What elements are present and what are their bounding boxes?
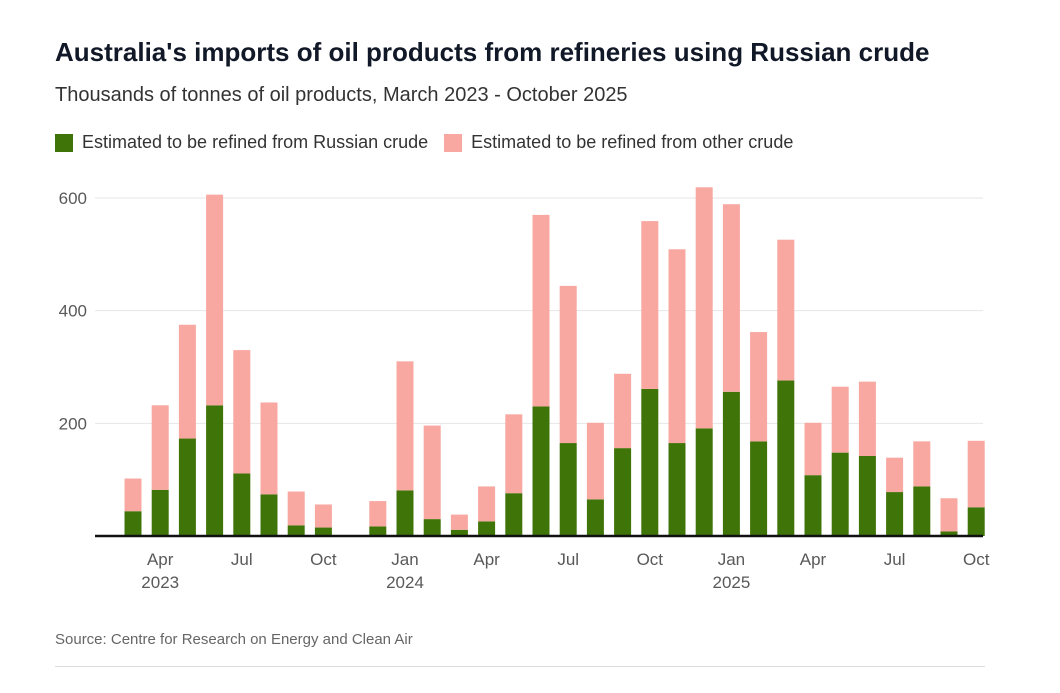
bar-other-2023-06 xyxy=(206,194,224,406)
stacked-bar-chart: 200 400 600 Apr 2023 Jul Oct Jan 2024 Apr Jul Oct Ja… xyxy=(59,187,990,592)
bar-other-2025-02 xyxy=(750,332,768,442)
bar-other-2023-09 xyxy=(287,491,305,526)
bar-russian-2023-06 xyxy=(206,405,224,536)
x-tick-label-month: Jan xyxy=(391,550,418,569)
x-tick-label-month: Jul xyxy=(884,550,906,569)
x-tick-label-month: Apr xyxy=(473,550,500,569)
x-tick-label-month: Jul xyxy=(557,550,579,569)
bar-russian-2025-04 xyxy=(804,475,822,536)
bar-other-2023-07 xyxy=(233,350,251,474)
x-tick-label-month: Oct xyxy=(637,550,664,569)
bar-other-2024-10 xyxy=(641,221,659,389)
bar-other-2025-04 xyxy=(804,422,822,476)
bar-russian-2025-08 xyxy=(913,486,931,536)
bar-other-2023-10 xyxy=(314,504,332,528)
bar-russian-2024-06 xyxy=(532,406,550,536)
bar-other-2024-06 xyxy=(532,214,550,407)
chart-title: Australia's imports of oil products from… xyxy=(55,37,930,67)
bar-other-2024-11 xyxy=(668,249,686,444)
x-tick-label-month: Oct xyxy=(963,550,990,569)
bar-russian-2024-02 xyxy=(423,519,441,536)
legend-item-russian: Estimated to be refined from Russian cru… xyxy=(55,132,428,153)
bar-other-2024-09 xyxy=(614,373,632,449)
bar-russian-2024-08 xyxy=(586,499,604,536)
bar-russian-2024-12 xyxy=(695,428,713,536)
bar-russian-2024-09 xyxy=(614,448,632,536)
bar-other-2025-03 xyxy=(777,239,795,381)
bar-russian-2024-05 xyxy=(505,493,523,536)
legend-swatch-russian xyxy=(55,133,73,152)
x-tick-label-year: 2024 xyxy=(386,573,424,592)
bar-other-2025-09 xyxy=(940,498,958,532)
bar-russian-2023-08 xyxy=(260,494,278,536)
bar-russian-2025-06 xyxy=(858,456,876,536)
bar-other-2024-08 xyxy=(586,422,604,500)
source-note: Source: Centre for Research on Energy an… xyxy=(55,631,413,648)
bar-other-2023-05 xyxy=(178,324,196,439)
bar-other-2024-12 xyxy=(695,187,713,429)
legend-label-other: Estimated to be refined from other crude xyxy=(471,132,794,152)
bar-russian-2023-03 xyxy=(124,511,142,536)
x-tick-label-month: Apr xyxy=(800,550,827,569)
bar-other-2025-07 xyxy=(886,457,904,493)
bar-other-2023-04 xyxy=(151,405,169,490)
bar-other-2023-03 xyxy=(124,478,142,512)
legend: Estimated to be refined from Russian cru… xyxy=(55,132,809,153)
bar-other-2024-01 xyxy=(396,361,414,491)
legend-swatch-other xyxy=(444,133,463,152)
bar-other-2023-12 xyxy=(369,501,387,527)
bar-other-2025-01 xyxy=(722,204,740,392)
x-tick-label-month: Oct xyxy=(310,550,337,569)
bar-other-2025-06 xyxy=(858,381,876,457)
bar-russian-2023-04 xyxy=(151,489,169,536)
y-tick-label: 200 xyxy=(59,414,87,433)
x-tick-label-year: 2023 xyxy=(141,573,179,592)
bar-other-2023-08 xyxy=(260,402,278,495)
bar-russian-2023-07 xyxy=(233,473,251,536)
bar-other-2025-10 xyxy=(967,440,985,508)
bar-russian-2025-10 xyxy=(967,507,985,536)
bar-russian-2024-07 xyxy=(559,443,577,536)
y-tick-label: 400 xyxy=(59,302,87,321)
bar-russian-2025-09 xyxy=(940,531,958,536)
x-tick-label-month: Apr xyxy=(147,550,174,569)
bar-russian-2023-10 xyxy=(314,527,332,536)
bar-russian-2024-04 xyxy=(478,521,496,536)
bar-other-2025-08 xyxy=(913,441,931,487)
bar-russian-2025-07 xyxy=(886,492,904,536)
bottom-divider xyxy=(55,666,985,667)
bar-other-2025-05 xyxy=(831,386,849,453)
bar-russian-2023-09 xyxy=(287,525,305,536)
bar-russian-2023-12 xyxy=(369,526,387,536)
bar-russian-2024-01 xyxy=(396,490,414,536)
bar-russian-2025-01 xyxy=(722,391,740,536)
legend-item-other: Estimated to be refined from other crude xyxy=(444,132,793,153)
bar-other-2024-04 xyxy=(478,486,496,522)
x-tick-label-year: 2025 xyxy=(712,573,750,592)
chart-subtitle: Thousands of tonnes of oil products, Mar… xyxy=(55,84,628,106)
x-tick-label-month: Jan xyxy=(718,550,745,569)
y-tick-label: 600 xyxy=(59,189,87,208)
bar-russian-2025-05 xyxy=(831,452,849,536)
bar-russian-2025-03 xyxy=(777,380,795,536)
x-tick-label-month: Jul xyxy=(231,550,253,569)
legend-label-russian: Estimated to be refined from Russian cru… xyxy=(82,132,429,152)
bar-russian-2024-11 xyxy=(668,443,686,536)
bar-other-2024-07 xyxy=(559,285,577,444)
bar-other-2024-05 xyxy=(505,414,523,494)
bar-russian-2023-05 xyxy=(178,438,196,536)
bar-other-2024-03 xyxy=(450,514,468,530)
bar-russian-2024-03 xyxy=(450,529,468,536)
bar-russian-2024-10 xyxy=(641,388,659,536)
bar-other-2024-02 xyxy=(423,425,441,520)
bar-russian-2025-02 xyxy=(750,441,768,536)
